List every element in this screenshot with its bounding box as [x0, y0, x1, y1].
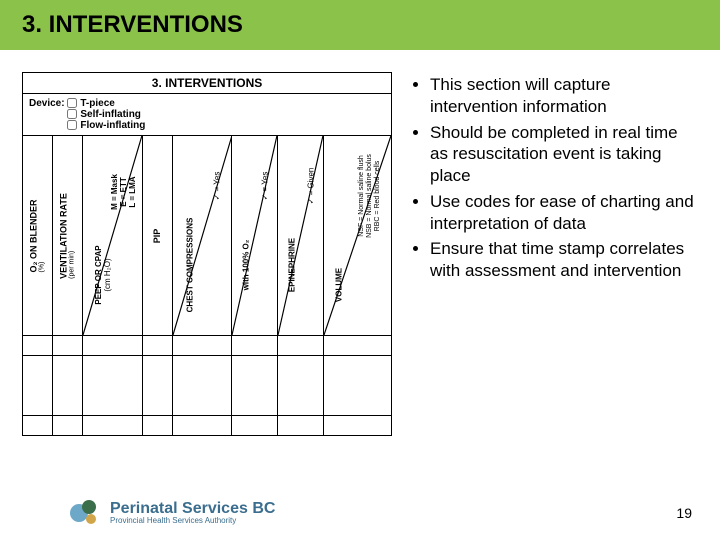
- device-label: Device:: [29, 98, 65, 109]
- device-checkbox-flow[interactable]: [67, 120, 77, 130]
- page-number: 19: [676, 505, 692, 521]
- header-bar: 3. INTERVENTIONS: [0, 0, 720, 50]
- col-peep-cpap: PEEP OR CPAP (cm H₂O) M = Mask E = ETT L…: [82, 136, 142, 336]
- device-option: T-piece: [67, 98, 145, 109]
- bullet-item: This section will capture intervention i…: [430, 74, 698, 118]
- bullet-item: Should be completed in real time as resu…: [430, 122, 698, 187]
- footer: Perinatal Services BC Provincial Health …: [0, 500, 720, 526]
- bullet-list: This section will capture intervention i…: [408, 72, 698, 436]
- device-option: Flow-inflating: [67, 120, 145, 131]
- device-option: Self-inflating: [67, 109, 145, 120]
- form-screenshot: 3. INTERVENTIONS Device: T-piece Self-in…: [22, 72, 392, 436]
- device-row: Device: T-piece Self-inflating Flow-infl…: [23, 94, 392, 136]
- col-volume: VOLUME NSF = Normal saline flush NSB = N…: [324, 136, 392, 336]
- device-checkbox-tpiece[interactable]: [67, 98, 77, 108]
- logo-icon: [70, 500, 100, 526]
- col-epi: EPINEPHRINE ✓ = Given: [278, 136, 324, 336]
- col-o2-blender: O₂ ON BLENDER (%): [23, 136, 53, 336]
- brand-logo: Perinatal Services BC Provincial Health …: [70, 500, 275, 526]
- interventions-table: 3. INTERVENTIONS Device: T-piece Self-in…: [22, 72, 392, 436]
- brand-name: Perinatal Services BC: [110, 501, 275, 517]
- page-title: 3. INTERVENTIONS: [22, 11, 243, 39]
- content-area: 3. INTERVENTIONS Device: T-piece Self-in…: [0, 50, 720, 436]
- brand-subtitle: Provincial Health Services Authority: [110, 517, 275, 525]
- form-section-title: 3. INTERVENTIONS: [23, 73, 392, 94]
- bullet-item: Ensure that time stamp correlates with a…: [430, 238, 698, 282]
- col-chest: CHEST COMPRESSIONS ✓ = Yes: [172, 136, 232, 336]
- col-pip: PIP: [142, 136, 172, 336]
- device-checkbox-self[interactable]: [67, 109, 77, 119]
- col-o2-100: with 100% O₂ ✓ = Yes: [232, 136, 278, 336]
- bullet-item: Use codes for ease of charting and inter…: [430, 191, 698, 235]
- col-vent-rate: VENTILATION RATE (per min): [52, 136, 82, 336]
